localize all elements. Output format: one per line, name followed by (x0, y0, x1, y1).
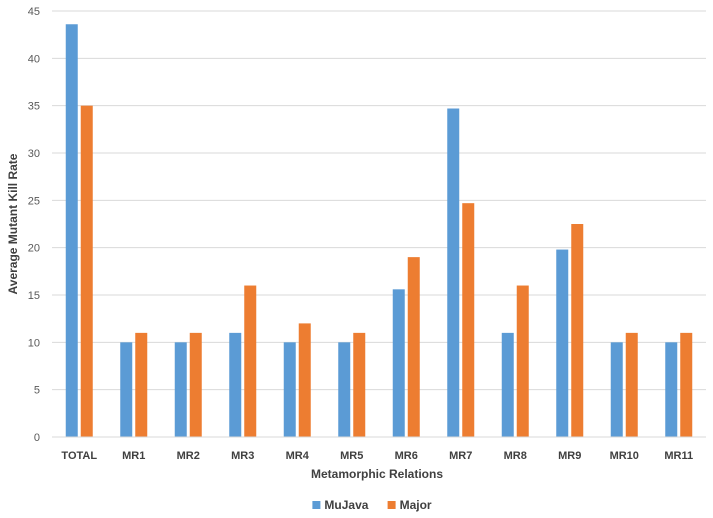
legend-swatch-major (387, 501, 396, 509)
x-axis-title: Metamorphic Relations (311, 467, 443, 481)
bar-mujava-mr10 (610, 342, 623, 437)
bar-mujava-mr1 (120, 342, 133, 437)
x-tick-label: MR10 (610, 450, 639, 462)
x-tick-label: MR4 (286, 450, 310, 462)
bar-mujava-mr11 (665, 342, 678, 437)
legend-label-major: Major (400, 498, 432, 512)
x-tick-label: MR8 (504, 450, 527, 462)
bar-major-mr7 (462, 203, 475, 437)
x-tick-label: MR3 (231, 450, 254, 462)
bar-mujava-total (65, 24, 78, 438)
bar-major-mr9 (571, 224, 584, 437)
y-tick-label: 0 (34, 432, 40, 444)
gridlines (52, 10, 706, 391)
y-axis-ticks: 0 5 10 15 20 25 30 35 40 45 (28, 6, 40, 444)
x-tick-label: MR2 (177, 450, 200, 462)
bar-mujava-mr9 (556, 249, 569, 437)
y-tick-label: 30 (28, 148, 40, 160)
bar-mujava-mr4 (283, 342, 296, 437)
bar-major-mr5 (353, 332, 366, 437)
bar-major-mr2 (189, 332, 202, 437)
y-tick-label: 20 (28, 243, 40, 255)
y-tick-label: 35 (28, 101, 40, 113)
y-tick-label: 25 (28, 195, 40, 207)
x-tick-label: MR9 (558, 450, 581, 462)
bar-major-mr3 (244, 285, 257, 437)
y-axis-title: Average Mutant Kill Rate (6, 153, 20, 294)
x-tick-label: MR1 (122, 450, 145, 462)
y-tick-label: 5 (34, 385, 40, 397)
x-tick-label: MR5 (340, 450, 363, 462)
x-tick-label: MR6 (395, 450, 418, 462)
bar-mujava-mr8 (501, 332, 514, 437)
x-tick-label: TOTAL (61, 450, 97, 462)
bar-mujava-mr6 (392, 289, 405, 437)
bar-major-mr10 (625, 332, 638, 437)
bar-major-total (80, 105, 93, 438)
bar-major-mr6 (407, 257, 420, 437)
x-tick-label: MR11 (664, 450, 693, 462)
bar-major-mr11 (680, 332, 693, 437)
y-tick-label: 45 (28, 6, 40, 18)
legend-label-mujava: MuJava (324, 498, 368, 512)
bar-major-mr8 (516, 285, 529, 437)
bar-mujava-mr2 (174, 342, 187, 437)
x-tick-label: MR7 (449, 450, 472, 462)
bar-major-mr4 (298, 323, 311, 437)
bar-mujava-mr7 (447, 108, 460, 438)
bar-mujava-mr5 (338, 342, 351, 437)
y-tick-label: 40 (28, 53, 40, 65)
y-tick-label: 10 (28, 337, 40, 349)
x-axis-ticks: TOTAL MR1 MR2 MR3 MR4 MR5 MR6 MR7 MR8 MR9 MR10 MR11 (61, 450, 693, 462)
y-tick-label: 15 (28, 290, 40, 302)
legend-swatch-mujava (312, 501, 321, 509)
legend: MuJava Major (312, 498, 432, 512)
bars (65, 24, 693, 438)
bar-mujava-mr3 (229, 332, 242, 437)
bar-major-mr1 (135, 332, 148, 437)
